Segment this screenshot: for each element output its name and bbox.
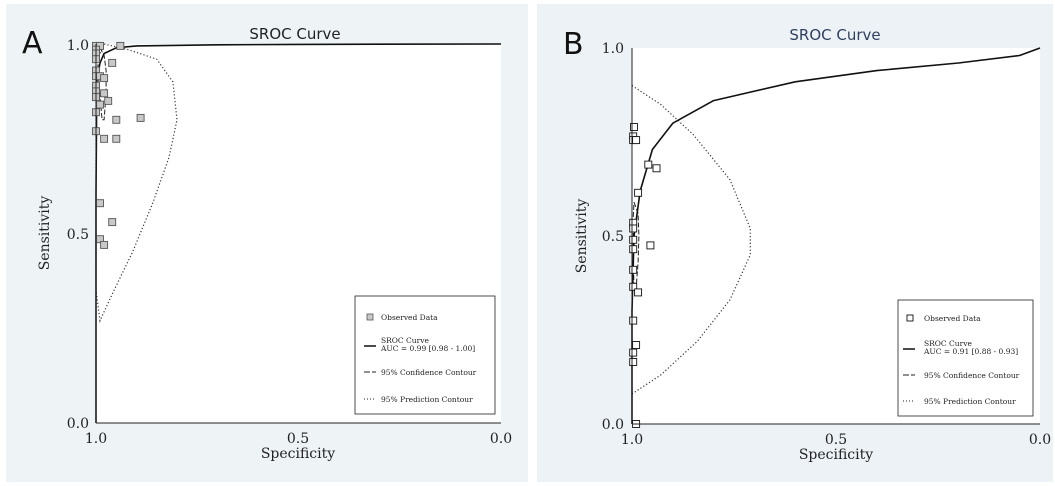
- x-tick-a-0: 1.0: [85, 431, 107, 447]
- panel-b-label: B: [563, 27, 584, 62]
- y-tick-b-2: 1.0: [602, 41, 624, 57]
- chart-a-title: SROC Curve: [249, 25, 340, 43]
- chart-b: B SROC Curve 0.0 0.5 1.0 1.0 0.5 0.0 Spe…: [537, 4, 1053, 482]
- y-tick-a-0: 0.0: [67, 416, 89, 432]
- observed-point-b: [646, 241, 655, 250]
- x-axis-label-a: Specificity: [261, 446, 335, 462]
- legend-b-observed: Observed Data: [924, 314, 981, 323]
- observed-point-a: [108, 218, 117, 227]
- observed-point-a: [100, 240, 109, 249]
- observed-point-b: [629, 235, 638, 244]
- legend-b-sroc: SROC Curve: [924, 339, 972, 348]
- x-axis-label-b: Specificity: [799, 447, 873, 463]
- legend-b-observed-marker: [906, 314, 914, 322]
- observed-point-b: [629, 316, 638, 325]
- legend-b-confidence: 95% Confidence Contour: [924, 371, 1020, 380]
- sroc-curve-a: [95, 43, 502, 423]
- observed-point-a: [100, 134, 109, 143]
- legend-a-auc: AUC = 0.99 [0.98 - 1.00]: [380, 344, 475, 353]
- x-tick-b-1: 0.5: [825, 432, 847, 448]
- observed-point-a: [112, 115, 121, 124]
- observed-point-a: [136, 113, 145, 122]
- y-axis-label-a: Sensitivity: [37, 196, 53, 271]
- observed-point-b: [644, 160, 653, 169]
- observed-point-b: [632, 136, 641, 145]
- legend-a: Observed Data SROC Curve AUC = 0.99 [0.9…: [354, 295, 496, 415]
- observed-point-b: [629, 358, 638, 366]
- observed-point-a: [112, 134, 121, 143]
- chart-a: A SROC Curve 0.0 0.5 1.0 1.0 0.5 0.0 Spe…: [6, 4, 528, 482]
- legend-a-confidence: 95% Confidence Contour: [381, 368, 477, 377]
- observed-point-a: [96, 199, 104, 208]
- y-tick-a-2: 1.0: [67, 38, 89, 54]
- observed-point-a: [116, 41, 125, 50]
- legend-a-observed-marker: [366, 313, 374, 321]
- panel-b: B SROC Curve 0.0 0.5 1.0 1.0 0.5 0.0 Spe…: [535, 0, 1055, 486]
- observed-point-a: [108, 58, 117, 67]
- observed-point-a: [100, 74, 109, 83]
- legend-a-sroc: SROC Curve: [381, 336, 429, 345]
- observed-point-b: [629, 224, 638, 233]
- observed-point-b: [629, 348, 638, 357]
- chart-b-title: SROC Curve: [789, 26, 880, 44]
- legend-b-auc: AUC = 0.91 [0.88 - 0.93]: [923, 347, 1018, 356]
- observed-point-b: [629, 282, 638, 291]
- observed-point-b: [634, 288, 643, 297]
- x-tick-a-2: 0.0: [490, 431, 512, 447]
- observed-point-b: [630, 123, 638, 131]
- observed-point-b: [632, 341, 641, 349]
- x-tick-b-0: 1.0: [621, 432, 643, 448]
- observed-point-b: [652, 164, 661, 173]
- y-tick-b-0: 0.0: [602, 417, 624, 433]
- y-tick-b-1: 0.5: [602, 229, 624, 245]
- observed-point-a: [104, 96, 113, 105]
- observed-point-b: [629, 265, 638, 274]
- legend-a-observed: Observed Data: [381, 313, 438, 322]
- legend-b: Observed Data SROC Curve AUC = 0.91 [0.8…: [897, 299, 1034, 417]
- observed-point-a: [100, 89, 109, 98]
- panel-a-label: A: [22, 26, 43, 61]
- x-tick-a-1: 0.5: [287, 431, 309, 447]
- x-tick-b-2: 0.0: [1029, 432, 1051, 448]
- legend-a-prediction: 95% Prediction Contour: [381, 395, 473, 404]
- observed-point-b: [629, 245, 638, 254]
- observed-point-a: [96, 100, 104, 109]
- y-axis-label-b: Sensitivity: [574, 199, 590, 274]
- observed-point-b: [634, 188, 643, 197]
- y-tick-a-1: 0.5: [67, 227, 89, 243]
- panel-a: A SROC Curve 0.0 0.5 1.0 1.0 0.5 0.0 Spe…: [6, 4, 528, 482]
- legend-b-prediction: 95% Prediction Contour: [924, 397, 1016, 406]
